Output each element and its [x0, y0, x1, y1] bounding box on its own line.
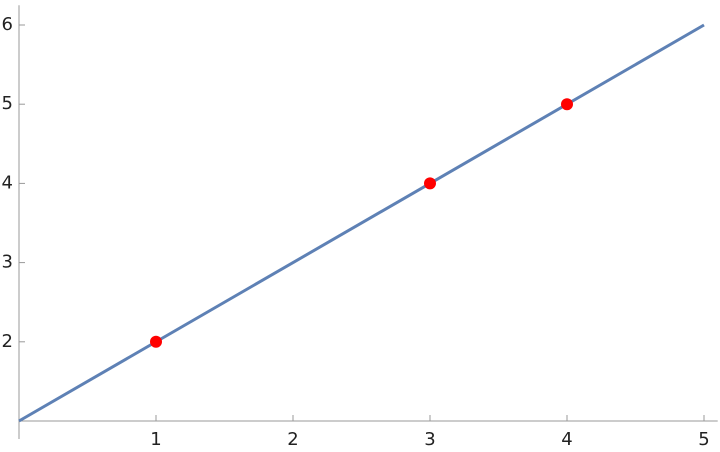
x-tick-label: 3 [424, 429, 435, 450]
point [150, 335, 162, 348]
y-tick-label: 2 [2, 331, 13, 352]
y-tick-label: 5 [2, 93, 13, 114]
y-tick-label: 4 [2, 172, 13, 193]
line [18, 23, 705, 423]
y-tick-label: 6 [2, 14, 13, 35]
point [561, 98, 573, 111]
x-tick-label: 1 [150, 429, 161, 450]
x-tick-label: 2 [287, 429, 298, 450]
y-tick-label: 3 [2, 252, 13, 273]
point [424, 177, 436, 190]
x-tick-label: 5 [698, 429, 709, 450]
x-tick-label: 4 [561, 429, 572, 450]
